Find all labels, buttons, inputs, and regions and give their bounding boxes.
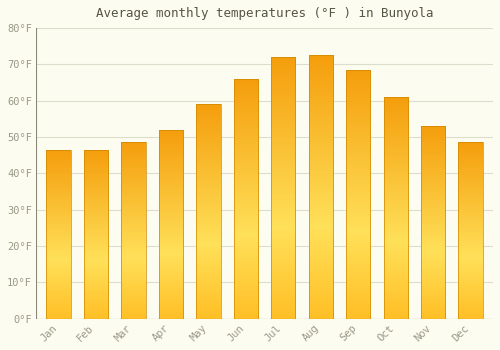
Title: Average monthly temperatures (°F ) in Bunyola: Average monthly temperatures (°F ) in Bu… [96,7,434,20]
